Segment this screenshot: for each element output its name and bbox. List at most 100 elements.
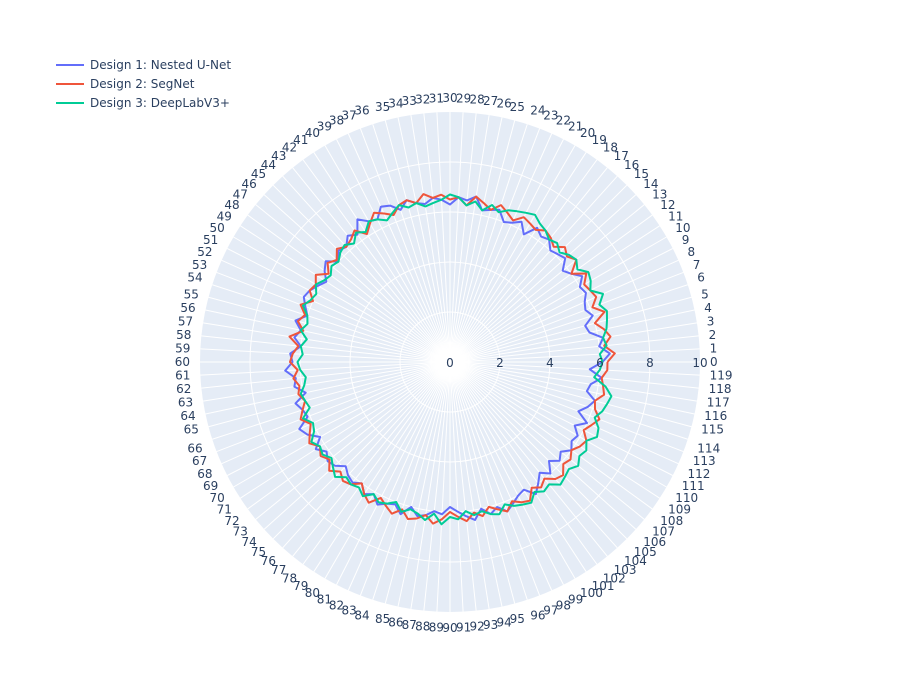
angular-grid-line bbox=[263, 194, 451, 363]
angular-grid-line bbox=[200, 361, 451, 376]
angular-tick-label: 100 bbox=[580, 586, 603, 600]
angular-grid-line bbox=[449, 194, 637, 363]
angular-tick-label: 12 bbox=[660, 198, 675, 212]
angular-tick-label: 54 bbox=[187, 271, 202, 285]
angular-tick-label: 60 bbox=[175, 355, 190, 369]
angular-tick-label: 64 bbox=[180, 409, 195, 423]
angular-grid-line bbox=[201, 361, 451, 389]
angular-tick-label: 46 bbox=[242, 177, 257, 191]
angular-tick-label: 93 bbox=[483, 618, 498, 632]
angular-grid-line bbox=[449, 361, 695, 415]
angular-grid-line bbox=[359, 128, 451, 363]
angular-tick-label: 25 bbox=[510, 100, 525, 114]
angular-tick-label: 97 bbox=[543, 604, 558, 618]
angular-tick-label: 92 bbox=[470, 620, 485, 634]
angular-grid-line bbox=[449, 113, 477, 363]
angular-grid-line bbox=[233, 361, 451, 488]
angular-tick-label: 32 bbox=[415, 92, 430, 106]
angular-tick-label: 15 bbox=[634, 167, 649, 181]
angular-tick-label: 49 bbox=[217, 209, 232, 223]
angular-tick-label: 33 bbox=[402, 94, 417, 108]
radial-tick-labels: 0 2 4 6 8 10 bbox=[446, 356, 707, 370]
angular-tick-label: 73 bbox=[233, 525, 248, 539]
radial-tick-label: 8 bbox=[646, 356, 654, 370]
angular-tick-label: 99 bbox=[568, 593, 583, 607]
angular-grid-line bbox=[449, 175, 618, 363]
angular-grid-line bbox=[449, 361, 608, 557]
angular-tick-label: 118 bbox=[709, 382, 732, 396]
angular-tick-label: 111 bbox=[682, 479, 705, 493]
angular-grid-line bbox=[384, 120, 451, 363]
angular-tick-label: 108 bbox=[660, 514, 683, 528]
angular-grid-line bbox=[449, 361, 528, 600]
angular-tick-label: 10 bbox=[675, 221, 690, 235]
angular-grid-line bbox=[384, 361, 451, 604]
angular-tick-label: 79 bbox=[293, 579, 308, 593]
angular-tick-label: 45 bbox=[251, 167, 266, 181]
angular-grid-line bbox=[359, 361, 451, 596]
angular-tick-label: 36 bbox=[354, 104, 369, 118]
angular-grid-line bbox=[247, 214, 451, 363]
angular-grid-line bbox=[449, 361, 576, 579]
angular-tick-label: 11 bbox=[668, 209, 683, 223]
angular-grid-line bbox=[449, 159, 598, 363]
angular-grid-line bbox=[449, 361, 698, 402]
angular-grid-line bbox=[449, 139, 564, 363]
angular-tick-label: 20 bbox=[580, 126, 595, 140]
angular-grid-line bbox=[423, 361, 451, 611]
series-line-2 bbox=[288, 193, 616, 525]
angular-gridlines bbox=[200, 112, 700, 612]
angular-tick-label: 23 bbox=[543, 108, 558, 122]
angular-tick-label: 28 bbox=[470, 92, 485, 106]
legend-item-1[interactable]: Design 1: Nested U-Net bbox=[56, 58, 231, 72]
angular-grid-line bbox=[449, 309, 695, 363]
angular-tick-label: 62 bbox=[176, 382, 191, 396]
angular-tick-label: 81 bbox=[317, 593, 332, 607]
legend: Design 1: Nested U-Net Design 2: SegNet De… bbox=[56, 58, 231, 110]
angular-grid-line bbox=[302, 159, 451, 363]
angular-tick-label: 17 bbox=[614, 149, 629, 163]
angular-tick-label: 61 bbox=[175, 369, 190, 383]
angular-tick-label: 76 bbox=[261, 554, 276, 568]
angular-tick-label: 7 bbox=[693, 258, 701, 272]
angular-grid-line bbox=[302, 361, 451, 565]
angular-tick-label: 41 bbox=[293, 133, 308, 147]
angular-tick-label: 29 bbox=[456, 91, 471, 105]
angular-tick-label: 87 bbox=[402, 618, 417, 632]
angular-grid-line bbox=[212, 284, 451, 363]
legend-item-2[interactable]: Design 2: SegNet bbox=[56, 77, 195, 91]
angular-tick-label: 43 bbox=[271, 149, 286, 163]
angular-grid-line bbox=[449, 361, 692, 428]
angular-grid-line bbox=[449, 284, 688, 363]
angular-grid-line bbox=[449, 117, 503, 363]
angular-grid-line bbox=[449, 361, 637, 530]
legend-item-3[interactable]: Design 3: DeepLabV3+ bbox=[56, 96, 230, 110]
angular-tick-label: 56 bbox=[180, 301, 195, 315]
angular-grid-line bbox=[449, 214, 653, 363]
angular-tick-label: 95 bbox=[510, 612, 525, 626]
angular-tick-label: 80 bbox=[305, 586, 320, 600]
angular-grid-line bbox=[212, 361, 451, 440]
angular-tick-label: 68 bbox=[197, 467, 212, 481]
angular-grid-line bbox=[240, 225, 451, 363]
angular-tick-label: 77 bbox=[271, 563, 286, 577]
angular-grid-line bbox=[449, 128, 541, 363]
angular-tick-label: 27 bbox=[483, 94, 498, 108]
angular-grid-line bbox=[449, 114, 490, 363]
angular-tick-label: 3 bbox=[707, 314, 715, 328]
angular-grid-line bbox=[449, 348, 700, 363]
angular-grid-line bbox=[449, 204, 645, 363]
angular-tick-label: 83 bbox=[342, 604, 357, 618]
angular-tick-label: 67 bbox=[192, 454, 207, 468]
angular-grid-line bbox=[449, 361, 477, 611]
angular-tick-label: 89 bbox=[429, 621, 444, 635]
angular-grid-line bbox=[449, 259, 679, 363]
legend-label: Design 3: DeepLabV3+ bbox=[90, 96, 230, 110]
angular-grid-line bbox=[449, 361, 564, 585]
angular-grid-line bbox=[436, 112, 451, 363]
angular-tick-label: 65 bbox=[184, 422, 199, 436]
angular-tick-label: 84 bbox=[354, 608, 369, 622]
angular-grid-line bbox=[221, 259, 451, 363]
angular-tick-label: 107 bbox=[652, 525, 675, 539]
angular-tick-label: 0 bbox=[710, 355, 718, 369]
